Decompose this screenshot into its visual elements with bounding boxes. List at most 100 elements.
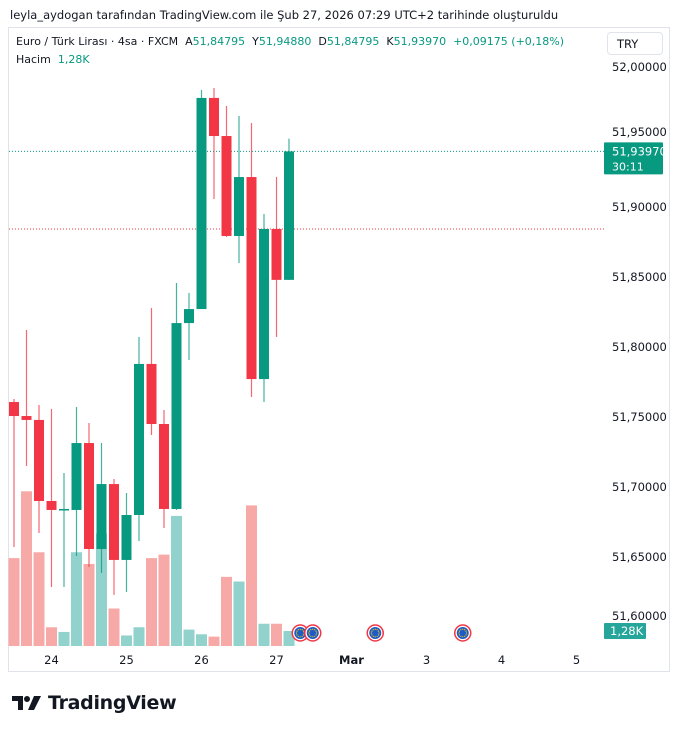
economic-event-icon (366, 624, 384, 642)
candle (221, 106, 232, 237)
candle-body (34, 419, 44, 501)
eu-star (377, 630, 380, 632)
eu-star (302, 634, 305, 636)
price-axis-label: 52,00000 (612, 60, 667, 74)
eu-star (377, 634, 380, 636)
volume-bar (108, 608, 120, 646)
volume-bar (8, 558, 20, 646)
candle-body (284, 151, 294, 280)
price-axis-label: 51,90000 (612, 200, 667, 214)
change-value: +0,09175 (+0,18%) (453, 35, 565, 48)
eu-star (310, 635, 312, 637)
eu-star (295, 632, 298, 634)
candle (134, 337, 144, 542)
candle (9, 398, 19, 548)
volume-bar (146, 558, 157, 646)
candle-body (109, 484, 119, 560)
candle-body (59, 508, 69, 511)
eu-star (315, 634, 317, 636)
volume-bar (246, 505, 257, 646)
eu-star (462, 628, 464, 630)
time-axis-label: 25 (119, 653, 134, 667)
last-volume-value: 1,28K (610, 624, 644, 638)
eu-star (464, 635, 466, 637)
time-axis-label: 3 (423, 653, 430, 667)
eu-star (308, 630, 311, 632)
tradingview-logo-text: TradingView (48, 692, 177, 714)
price-axis-label: 51,95000 (612, 125, 667, 139)
eu-star (310, 629, 312, 631)
price-axis-label: 51,65000 (612, 550, 667, 564)
eu-star (378, 632, 380, 634)
eu-star (464, 629, 466, 631)
eu-flag-icon (306, 627, 319, 639)
candle (21, 330, 32, 466)
eu-star (458, 632, 460, 634)
volume-bar (283, 631, 295, 646)
symbol-title[interactable]: Euro / Türk Lirası · 4sa · FXCM (16, 35, 179, 48)
candle (284, 138, 294, 280)
candle (271, 177, 282, 338)
eu-star (376, 629, 378, 631)
eu-star (314, 635, 316, 637)
candle (171, 283, 182, 510)
economic-event-icon (291, 624, 309, 642)
candle (59, 473, 69, 587)
eu-star (458, 630, 461, 632)
candle-body (259, 228, 269, 380)
candle (234, 116, 244, 263)
volume-bar (258, 623, 270, 646)
eu-star (460, 635, 462, 637)
eu-star (458, 634, 461, 636)
tradingview-logo[interactable]: TradingView (12, 692, 177, 714)
candle-body (71, 443, 82, 510)
eu-star (374, 628, 376, 630)
candle-body (246, 177, 257, 380)
candle (146, 307, 157, 436)
eu-star (308, 632, 310, 634)
volume-label: Hacim (16, 53, 51, 66)
eu-star (308, 634, 311, 636)
candle (259, 214, 269, 403)
eu-star (465, 632, 468, 634)
currency-button[interactable]: TRY (607, 32, 663, 55)
candle-body (184, 309, 194, 324)
eu-star (370, 632, 373, 634)
candle-body (159, 424, 169, 509)
last-volume-badge (604, 623, 646, 639)
eu-star (302, 630, 305, 632)
eu-star (297, 629, 299, 631)
chart-legend: Euro / Türk Lirası · 4sa · FXCM A51,8479… (16, 35, 564, 66)
eu-star (372, 629, 374, 631)
volume-bar (196, 634, 207, 646)
eu-flag-icon (294, 627, 307, 639)
volume-bar (33, 552, 45, 646)
candle-body (171, 323, 182, 509)
eu-star (462, 636, 464, 638)
price-axis-label: 51,70000 (612, 480, 667, 494)
eu-star (301, 629, 303, 631)
candle-body (196, 97, 207, 310)
open-label: A (185, 35, 193, 48)
bar-countdown: 30:11 (612, 160, 644, 173)
candle-body (234, 177, 244, 236)
time-axis-label: 27 (269, 653, 284, 667)
eu-star (301, 635, 303, 637)
volume-value: 1,28K (57, 53, 90, 66)
volume-bar (83, 563, 95, 646)
candle (71, 407, 82, 557)
high-label: Y (252, 35, 259, 48)
eu-star (312, 628, 314, 630)
price-axis-label: 51,80000 (612, 340, 667, 354)
candle (84, 423, 94, 567)
volume-bar (208, 636, 220, 646)
volume-bar (171, 515, 182, 646)
volume-bar (233, 581, 245, 646)
economic-event-icon (304, 624, 322, 642)
eu-star (312, 636, 314, 638)
low-label: D (318, 35, 327, 48)
last-price-value: 51,93970 (612, 144, 667, 158)
eu-star (314, 629, 316, 631)
candle-body (46, 501, 57, 510)
